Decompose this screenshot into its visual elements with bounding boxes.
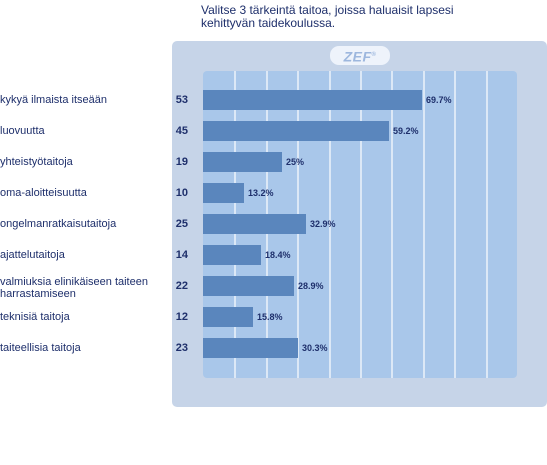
response-count: 14 — [175, 249, 188, 261]
gridline — [423, 71, 425, 378]
category-label: kykyä ilmaista itseään — [0, 94, 107, 106]
percent-label: 18.4% — [265, 250, 291, 260]
category-label: yhteistyötaitoja — [0, 156, 73, 168]
percent-label: 28.9% — [298, 281, 324, 291]
percent-label: 69.7% — [426, 95, 452, 105]
percent-label: 30.3% — [302, 343, 328, 353]
gridline — [391, 71, 393, 378]
bar — [203, 276, 294, 296]
percent-label: 15.8% — [257, 312, 283, 322]
category-label: taiteellisia taitoja — [0, 342, 81, 354]
category-label: teknisiä taitoja — [0, 311, 70, 323]
percent-label: 32.9% — [310, 219, 336, 229]
bar — [203, 121, 389, 141]
bar — [203, 307, 253, 327]
category-label: ongelmanratkaisutaitoja — [0, 218, 117, 230]
response-count: 19 — [175, 156, 188, 168]
bar — [203, 214, 306, 234]
response-count: 25 — [175, 218, 188, 230]
category-label: valmiuksia elinikäiseen taiteen harrasta… — [0, 276, 148, 300]
response-count: 53 — [175, 94, 188, 106]
percent-label: 25% — [286, 157, 305, 167]
response-count: 12 — [175, 311, 188, 323]
category-label: luovuutta — [0, 125, 45, 137]
gridline — [360, 71, 362, 378]
gridline — [329, 71, 331, 378]
gridline — [486, 71, 488, 378]
chart-title: Valitse 3 tärkeintä taitoa, joissa halua… — [201, 3, 454, 30]
bar — [203, 152, 282, 172]
percent-label: 59.2% — [393, 126, 419, 136]
bar — [203, 90, 422, 110]
percent-label: 13.2% — [248, 188, 274, 198]
response-count: 22 — [175, 280, 188, 292]
bar — [203, 245, 261, 265]
response-count: 10 — [175, 187, 188, 199]
response-count: 23 — [175, 342, 188, 354]
category-label: ajattelutaitoja — [0, 249, 65, 261]
category-label: oma-aloitteisuutta — [0, 187, 87, 199]
gridline — [454, 71, 456, 378]
zef-logo: ZEF® — [330, 46, 390, 65]
bar — [203, 183, 244, 203]
response-count: 45 — [175, 125, 188, 137]
bar — [203, 338, 298, 358]
